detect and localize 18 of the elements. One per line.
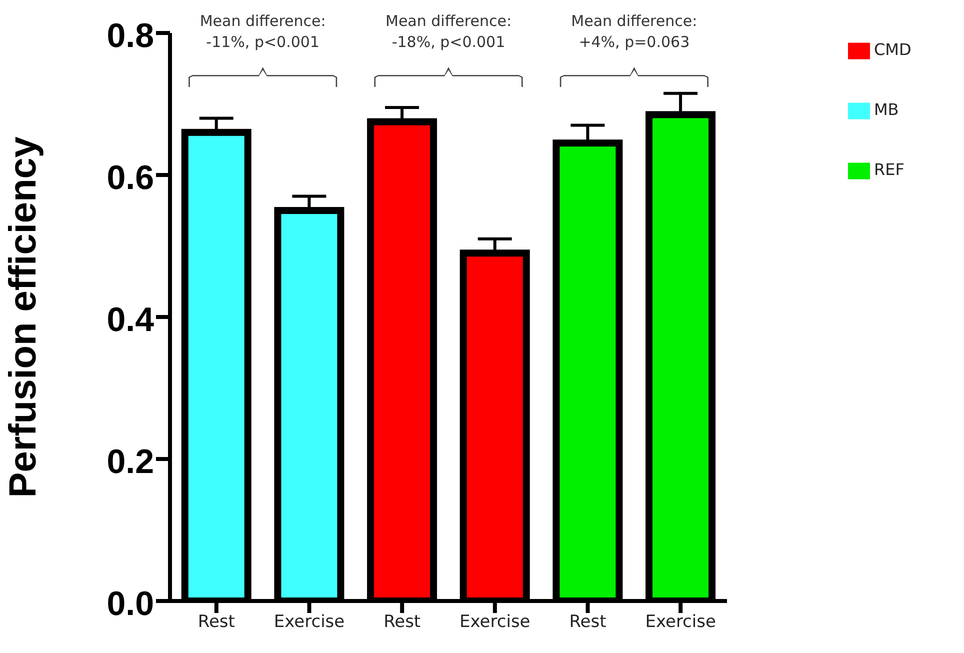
annotation: Mean difference: -11%, p<0.001 <box>200 12 326 51</box>
x-tick-label: Exercise <box>645 612 716 632</box>
x-tick-label: Exercise <box>274 612 345 632</box>
y-tick-label: 0.4 <box>106 301 154 340</box>
x-tick-label: Rest <box>384 612 421 632</box>
legend-label: REF <box>874 160 904 179</box>
legend-label: MB <box>874 100 899 119</box>
annotation: Mean difference: +4%, p=0.063 <box>571 12 698 51</box>
x-tick-label: Rest <box>569 612 607 632</box>
y-tick-label: 0.0 <box>106 585 154 624</box>
y-tick-label: 0.8 <box>106 17 154 56</box>
legend-label: CMD <box>874 40 912 59</box>
y-tick-label: 0.6 <box>106 159 154 198</box>
annotation: Mean difference: -18%, p<0.001 <box>386 12 512 51</box>
y-tick-label: 0.2 <box>106 443 154 482</box>
x-tick-label: Exercise <box>460 612 530 632</box>
x-tick-label: Rest <box>198 612 236 632</box>
y-axis-title: Perfusion efficiency <box>2 136 44 498</box>
